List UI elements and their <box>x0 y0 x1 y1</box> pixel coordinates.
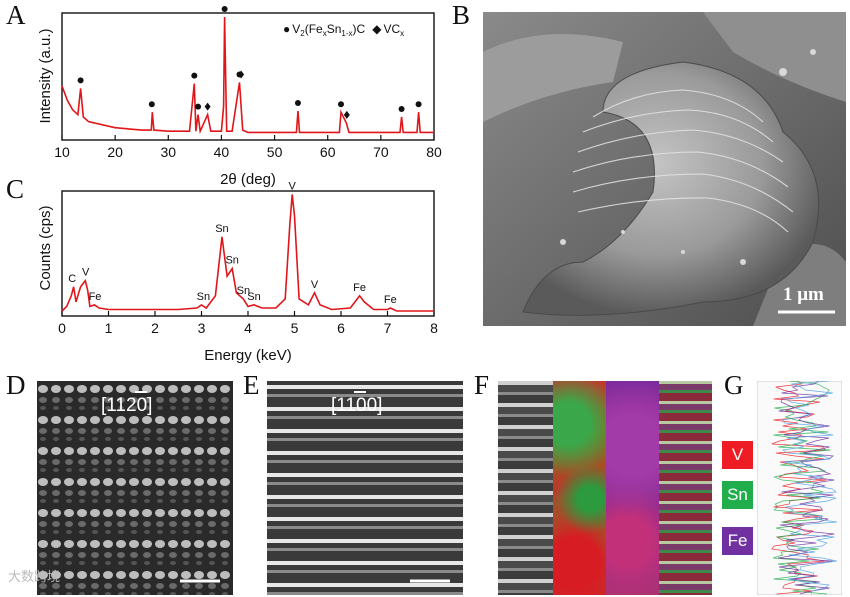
xrd-marker-circle <box>398 105 405 112</box>
xrd-x-axis-label: 2θ (deg) <box>220 171 276 188</box>
panel-label-c: C <box>6 174 25 204</box>
panel-label-d: D <box>6 370 26 400</box>
eds-tick-label: 7 <box>384 320 392 336</box>
legend-sn: Sn <box>722 481 753 509</box>
sem-scale-bar-label: 1 μm <box>783 284 824 305</box>
legend-v: V <box>722 441 753 469</box>
map-overlay-all <box>659 381 712 595</box>
map-haadf <box>498 381 553 595</box>
xrd-marker-circle <box>294 100 301 107</box>
eds-peak-label: Sn <box>215 223 228 235</box>
xrd-tick-label: 20 <box>107 144 123 160</box>
xrd-y-axis-label: Intensity (a.u.) <box>37 28 54 123</box>
eds-tick-label: 6 <box>337 320 345 336</box>
eds-peak-label: Sn <box>225 255 238 267</box>
line-profile <box>757 381 842 595</box>
eds-peak-label: V <box>289 181 297 193</box>
eds-x-ticks: 0 1 2 3 4 5 6 7 8 <box>58 311 438 336</box>
xrd-tick-label: 80 <box>426 144 442 160</box>
line-profile-traces <box>771 381 838 595</box>
xrd-marker-circle <box>148 101 155 108</box>
legend-fe: Fe <box>722 527 753 555</box>
panel-label-e: E <box>243 370 260 400</box>
xrd-plot-frame <box>61 12 435 141</box>
eds-peak-label: Sn <box>237 285 250 297</box>
element-maps <box>498 381 712 595</box>
sem-particle <box>483 12 846 326</box>
eds-curve <box>61 194 434 312</box>
xrd-tick-label: 50 <box>267 144 283 160</box>
xrd-marker-circle <box>191 72 198 79</box>
map-overlay-v-sn <box>553 381 606 595</box>
xrd-marker-diamond <box>343 110 350 119</box>
stem-lattice-d <box>37 381 233 595</box>
stem-image-e: [1100] <box>267 381 463 595</box>
panel-label-f: F <box>474 370 490 400</box>
xrd-marker-circle <box>77 77 84 84</box>
eds-peak-label: C <box>68 273 76 285</box>
stem-image-d: [1120] <box>37 381 233 595</box>
eds-peak-label: Fe <box>353 282 366 294</box>
eds-peak-label: V <box>311 279 319 291</box>
stem-lattice-e <box>267 381 463 595</box>
xrd-tick-label: 60 <box>320 144 336 160</box>
xrd-tick-label: 70 <box>373 144 389 160</box>
eds-tick-label: 5 <box>291 320 299 336</box>
xrd-marker-circle <box>221 6 228 12</box>
eds-peak-label: Sn <box>197 291 210 303</box>
xrd-phase-markers <box>77 6 422 119</box>
eds-tick-label: 8 <box>430 320 438 336</box>
xrd-tick-label: 30 <box>160 144 176 160</box>
eds-x-axis-label: Energy (keV) <box>204 347 292 364</box>
eds-tick-label: 2 <box>151 320 159 336</box>
xrd-marker-circle <box>338 101 344 108</box>
xrd-marker-circle <box>415 101 422 108</box>
eds-peak-label: Fe <box>89 291 102 303</box>
xrd-chart: Intensity (a.u.) 10 20 30 40 50 60 70 80 2θ (de… <box>37 6 442 188</box>
panel-label-a: A <box>6 0 26 30</box>
xrd-marker-circle <box>195 103 202 110</box>
eds-tick-label: 4 <box>244 320 252 336</box>
xrd-tick-label: 40 <box>214 144 230 160</box>
xrd-curve <box>61 16 434 135</box>
xrd-tick-label: 10 <box>54 144 70 160</box>
zone-axis-d: [1120] <box>101 395 153 416</box>
eds-tick-label: 3 <box>198 320 206 336</box>
profile-trace <box>771 381 827 595</box>
xrd-x-ticks: 10 20 30 40 50 60 70 80 <box>54 135 442 160</box>
eds-tick-label: 1 <box>105 320 113 336</box>
map-fe <box>606 381 659 595</box>
xrd-marker-diamond <box>204 102 211 111</box>
watermark: 大数跨境 <box>8 569 61 584</box>
eds-tick-label: 0 <box>58 320 66 336</box>
panel-label-b: B <box>452 0 471 30</box>
xrd-legend: ● V2(FexSn1-x)C ◆ VCx <box>283 22 404 38</box>
eds-peak-label: V <box>82 267 90 279</box>
eds-peak-label: Sn <box>247 291 260 303</box>
eds-peak-label: Fe <box>384 294 397 306</box>
zone-axis-d-overbar <box>135 391 147 393</box>
sem-image: 1 μm <box>483 12 846 326</box>
zone-axis-e-overbar <box>354 391 366 393</box>
profile-trace <box>778 381 835 595</box>
profile-trace <box>781 381 838 594</box>
zone-axis-e: [1100] <box>331 395 383 416</box>
panel-label-g: G <box>724 370 744 400</box>
xrd-marker-diamond <box>238 70 245 79</box>
eds-y-axis-label: Counts (cps) <box>37 205 54 290</box>
